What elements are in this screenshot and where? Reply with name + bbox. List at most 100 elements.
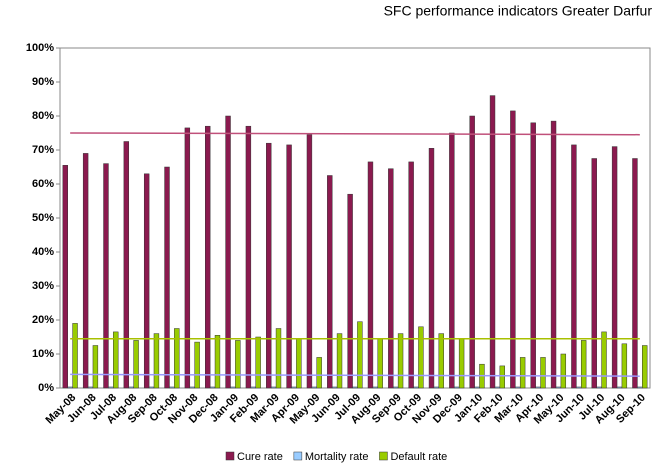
bar bbox=[169, 386, 175, 389]
bar bbox=[388, 168, 394, 389]
y-tick-label: 60% bbox=[32, 178, 54, 190]
y-tick-label: 70% bbox=[32, 144, 54, 156]
bar bbox=[408, 161, 414, 389]
bar bbox=[550, 120, 557, 389]
y-tick-label: 30% bbox=[32, 280, 54, 292]
legend-swatch bbox=[225, 451, 235, 461]
bar bbox=[392, 386, 399, 389]
bar bbox=[270, 386, 277, 389]
y-tick-label: 20% bbox=[32, 314, 54, 326]
bar bbox=[367, 161, 374, 389]
bar bbox=[327, 175, 333, 389]
bar bbox=[72, 323, 78, 389]
bar bbox=[189, 386, 195, 389]
y-tick-label: 100% bbox=[26, 42, 54, 54]
bar bbox=[92, 345, 99, 389]
bar bbox=[205, 125, 211, 389]
bar bbox=[428, 148, 435, 389]
bar bbox=[438, 333, 444, 389]
bar bbox=[148, 386, 155, 389]
y-tick-label: 90% bbox=[32, 76, 54, 88]
bar bbox=[128, 386, 134, 389]
bar bbox=[174, 328, 180, 389]
bar bbox=[230, 386, 236, 389]
legend-label: Mortality rate bbox=[305, 451, 369, 463]
bar bbox=[642, 345, 648, 389]
y-tick-label: 80% bbox=[32, 110, 54, 122]
bar bbox=[515, 386, 521, 389]
bar bbox=[336, 333, 343, 389]
bar bbox=[316, 357, 322, 389]
bar bbox=[454, 386, 460, 389]
legend-swatch bbox=[293, 451, 303, 461]
bar bbox=[357, 321, 363, 389]
bar bbox=[433, 386, 440, 389]
bar bbox=[296, 338, 302, 389]
y-tick-label: 50% bbox=[32, 212, 54, 224]
bar bbox=[519, 357, 526, 389]
bar bbox=[214, 335, 221, 389]
bar bbox=[413, 386, 419, 389]
bar bbox=[184, 127, 191, 389]
bar bbox=[209, 386, 216, 389]
chart-title: SFC performance indicators Greater Darfu… bbox=[384, 3, 653, 19]
bar bbox=[275, 328, 282, 389]
bar bbox=[291, 386, 297, 389]
bar bbox=[286, 144, 292, 389]
bar bbox=[611, 146, 618, 389]
bar bbox=[352, 386, 358, 389]
y-tick-label: 0% bbox=[38, 382, 54, 394]
bar bbox=[331, 386, 338, 389]
bar bbox=[113, 331, 119, 389]
bar bbox=[250, 386, 256, 389]
bar bbox=[372, 386, 379, 389]
bar bbox=[621, 343, 628, 389]
y-tick-label: 10% bbox=[32, 348, 54, 360]
bar bbox=[311, 386, 318, 389]
bar bbox=[510, 110, 516, 389]
legend-label: Cure rate bbox=[237, 451, 283, 463]
bar bbox=[225, 115, 231, 389]
bar bbox=[458, 338, 465, 389]
bar bbox=[591, 158, 597, 389]
y-tick-label: 40% bbox=[32, 246, 54, 258]
bar bbox=[499, 365, 505, 389]
bar bbox=[632, 158, 638, 389]
bar bbox=[596, 386, 602, 389]
bar bbox=[540, 357, 546, 389]
bar bbox=[306, 134, 313, 389]
bar bbox=[62, 165, 68, 389]
trend-line bbox=[70, 373, 640, 377]
bar bbox=[601, 331, 607, 389]
bar bbox=[245, 125, 252, 389]
bar bbox=[82, 153, 89, 389]
bar bbox=[133, 340, 139, 389]
bar bbox=[255, 336, 261, 389]
bar bbox=[103, 163, 109, 389]
bar bbox=[555, 386, 562, 389]
bar bbox=[194, 341, 200, 389]
bar bbox=[571, 144, 577, 389]
legend-label: Default rate bbox=[390, 451, 447, 463]
bar bbox=[67, 386, 73, 389]
bar bbox=[494, 386, 501, 389]
bar bbox=[474, 386, 480, 389]
bar bbox=[616, 386, 623, 389]
legend-swatch bbox=[379, 451, 388, 461]
bar bbox=[108, 386, 114, 389]
bar bbox=[153, 333, 160, 389]
bar bbox=[489, 95, 496, 389]
bar bbox=[637, 386, 643, 389]
bar bbox=[143, 173, 150, 389]
bar bbox=[87, 386, 94, 389]
bar bbox=[580, 340, 587, 389]
bar bbox=[469, 115, 475, 389]
bar bbox=[397, 333, 404, 389]
bar bbox=[560, 353, 567, 389]
bar bbox=[530, 122, 536, 389]
bar bbox=[535, 386, 541, 389]
bar bbox=[123, 141, 130, 389]
bar bbox=[377, 338, 383, 389]
bar bbox=[449, 132, 455, 389]
